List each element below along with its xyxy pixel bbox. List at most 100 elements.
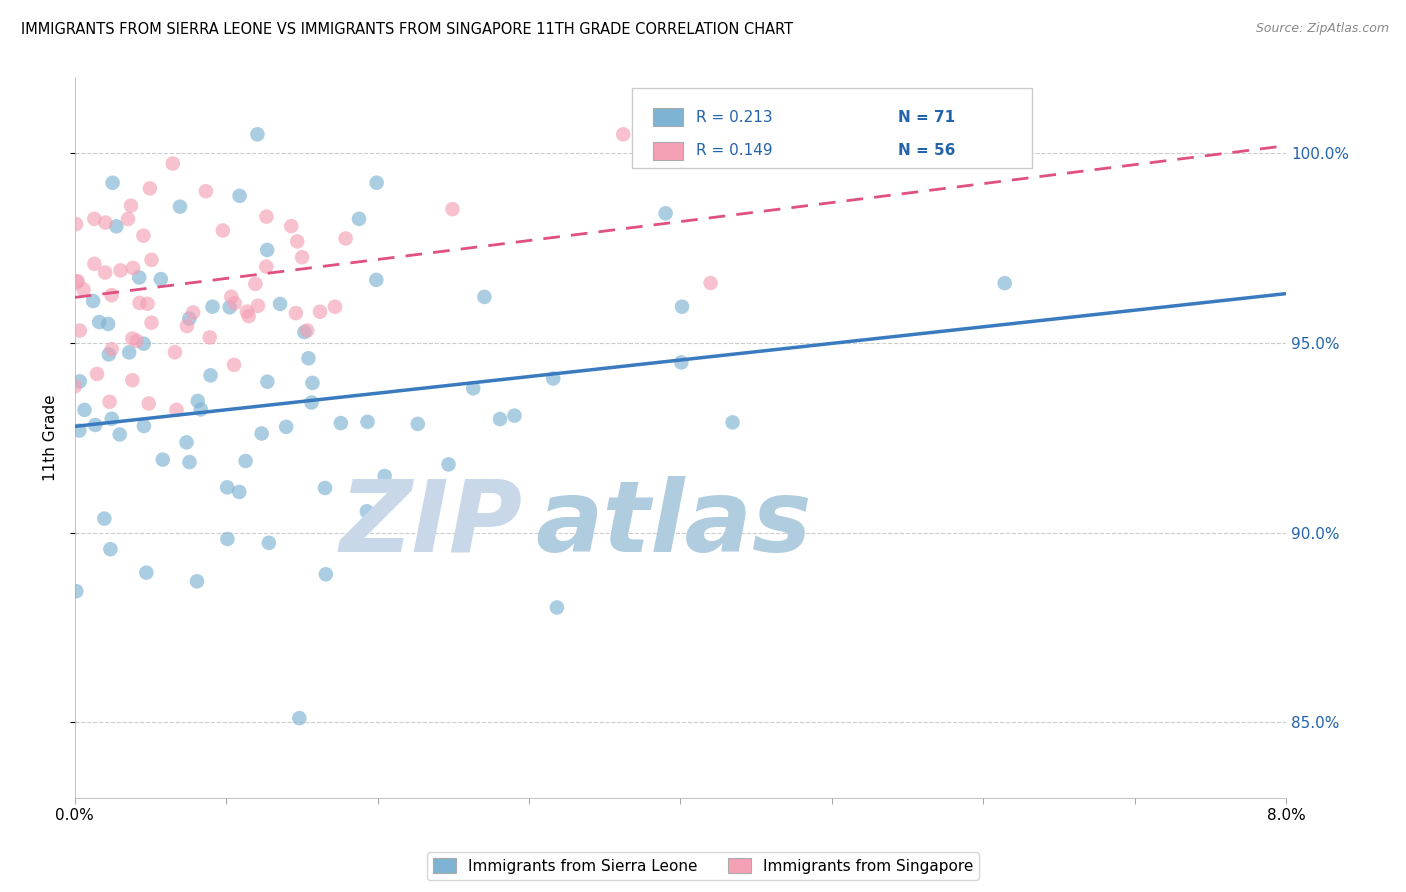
Point xyxy=(179,311,201,326)
Point xyxy=(671,355,693,369)
Point xyxy=(72,283,94,297)
Point xyxy=(217,480,239,494)
Point xyxy=(135,566,157,580)
Point xyxy=(246,299,269,313)
Point xyxy=(63,379,86,393)
Point xyxy=(163,345,186,359)
Point xyxy=(245,277,267,291)
Point xyxy=(97,347,120,361)
Point xyxy=(100,343,122,357)
Point xyxy=(83,257,105,271)
Legend: Immigrants from Sierra Leone, Immigrants from Singapore: Immigrants from Sierra Leone, Immigrants… xyxy=(426,852,980,880)
Point xyxy=(294,325,316,339)
Point xyxy=(122,260,145,275)
Point xyxy=(546,600,568,615)
Point xyxy=(138,396,160,410)
Point xyxy=(132,419,155,434)
Point xyxy=(110,263,132,277)
Point xyxy=(219,290,242,304)
Point xyxy=(285,235,308,249)
Point xyxy=(671,300,693,314)
Point xyxy=(67,424,90,438)
Point xyxy=(194,184,217,198)
Point xyxy=(198,330,221,344)
Point xyxy=(139,181,162,195)
Point xyxy=(269,297,291,311)
Point xyxy=(236,304,259,318)
Point xyxy=(335,231,357,245)
Point xyxy=(97,317,120,331)
Point xyxy=(366,176,388,190)
Point xyxy=(256,243,278,257)
Point xyxy=(994,276,1017,290)
Point xyxy=(356,504,378,518)
Point xyxy=(699,276,721,290)
Point xyxy=(118,345,141,359)
Point xyxy=(152,452,174,467)
Point xyxy=(200,368,222,383)
Point xyxy=(73,403,96,417)
Point xyxy=(89,315,111,329)
Y-axis label: 11th Grade: 11th Grade xyxy=(44,394,58,481)
Point xyxy=(120,199,142,213)
Text: Source: ZipAtlas.com: Source: ZipAtlas.com xyxy=(1256,22,1389,36)
Point xyxy=(314,481,336,495)
Point xyxy=(141,316,163,330)
Point xyxy=(169,200,191,214)
Point xyxy=(82,293,104,308)
Point xyxy=(280,219,302,233)
Point xyxy=(69,324,91,338)
Point xyxy=(291,250,314,264)
Point xyxy=(315,567,337,582)
Point xyxy=(84,417,107,432)
Point xyxy=(254,260,277,274)
Point xyxy=(121,331,143,345)
Text: ZIP: ZIP xyxy=(340,475,523,573)
Point xyxy=(323,300,346,314)
Point xyxy=(98,394,121,409)
Point xyxy=(125,334,148,348)
Point xyxy=(117,212,139,227)
Point xyxy=(301,395,323,409)
Point xyxy=(65,217,87,231)
Text: atlas: atlas xyxy=(536,475,811,573)
Point xyxy=(276,419,298,434)
Point xyxy=(503,409,526,423)
Point xyxy=(347,211,370,226)
Point xyxy=(149,272,172,286)
Point xyxy=(94,215,117,229)
Point xyxy=(474,290,496,304)
Point xyxy=(211,223,233,237)
Point xyxy=(108,427,131,442)
Point xyxy=(301,376,323,390)
Text: IMMIGRANTS FROM SIERRA LEONE VS IMMIGRANTS FROM SINGAPORE 11TH GRADE CORRELATION: IMMIGRANTS FROM SIERRA LEONE VS IMMIGRAN… xyxy=(21,22,793,37)
Point xyxy=(356,415,378,429)
Point xyxy=(224,296,246,310)
Point xyxy=(65,584,87,599)
Point xyxy=(105,219,128,234)
Point xyxy=(228,189,250,203)
Point xyxy=(166,402,188,417)
Point xyxy=(136,297,159,311)
Point xyxy=(256,375,278,389)
Point xyxy=(66,275,89,289)
Point xyxy=(612,128,634,142)
Point xyxy=(186,574,208,589)
Point xyxy=(257,536,280,550)
Point xyxy=(100,288,122,302)
Point xyxy=(329,416,352,430)
Point xyxy=(100,542,122,557)
Point xyxy=(238,309,260,323)
Point xyxy=(406,417,429,431)
Point xyxy=(121,373,143,387)
Point xyxy=(101,176,124,190)
Point xyxy=(128,296,150,310)
Point xyxy=(463,381,485,395)
Point xyxy=(93,511,115,525)
Point xyxy=(69,375,91,389)
Point xyxy=(132,336,155,351)
Point xyxy=(721,416,744,430)
Point xyxy=(141,252,163,267)
Text: N = 56: N = 56 xyxy=(898,144,956,159)
Point xyxy=(374,469,396,483)
